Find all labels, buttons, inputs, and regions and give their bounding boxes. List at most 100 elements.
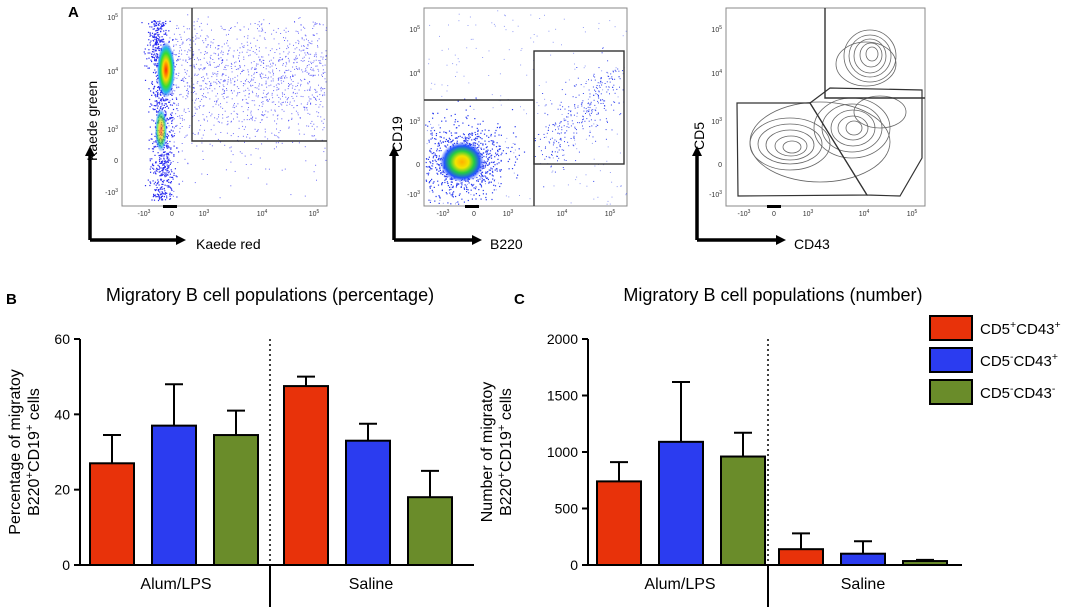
flow-dot — [206, 52, 208, 54]
flow-dot — [299, 133, 301, 135]
flow-dot — [551, 151, 553, 153]
flow-dot — [211, 90, 213, 92]
flow-dot — [307, 52, 309, 54]
flow-dot — [504, 15, 506, 17]
flow-dot — [595, 140, 597, 142]
flow-dot — [293, 62, 295, 64]
flow-dot — [306, 66, 308, 68]
flow-dot — [315, 89, 317, 91]
flow-dot — [167, 153, 169, 155]
flow-dot — [166, 136, 168, 138]
flow-dot — [310, 98, 312, 100]
flow-dot — [471, 126, 473, 128]
flow-dot — [226, 89, 228, 91]
flow-dot — [438, 195, 440, 197]
flow-dot — [450, 184, 452, 186]
flow-dot — [268, 168, 270, 170]
flow-dot — [582, 116, 584, 118]
flow-dot — [489, 169, 491, 171]
flow-dot — [255, 45, 257, 47]
flow-dot — [165, 145, 168, 147]
flow-dot — [618, 102, 620, 104]
flow-dot — [309, 98, 311, 100]
flow-dot — [267, 111, 269, 113]
flow-dot — [168, 158, 170, 160]
flow-dot — [602, 102, 604, 104]
flow-dot — [165, 169, 167, 171]
flow-dot — [172, 161, 174, 162]
flow-dot — [543, 186, 545, 188]
flow-dot — [446, 90, 448, 92]
flow-dot — [602, 47, 604, 49]
flow-dot — [304, 34, 306, 36]
flow-dot — [171, 135, 173, 137]
flow-dot — [611, 196, 613, 198]
flow-dot — [221, 61, 223, 63]
flow-dot — [478, 136, 480, 138]
flow-dot — [183, 110, 185, 112]
flow-dot — [320, 116, 322, 118]
flow-dot — [284, 77, 286, 79]
flow-dot — [154, 189, 156, 191]
flow-dot — [305, 69, 307, 71]
flow-dot — [288, 69, 290, 71]
flow-dot — [279, 70, 281, 72]
flow-dot — [280, 80, 282, 82]
flow-dot — [278, 132, 280, 134]
flow-dot — [588, 79, 589, 81]
flow-dot — [594, 165, 596, 167]
panel-label-a: A — [68, 4, 79, 21]
flow-dot — [166, 105, 168, 107]
flow-dot — [251, 117, 253, 119]
flow-dot — [164, 111, 167, 113]
flow-dot — [542, 154, 543, 156]
flow-dot — [179, 47, 181, 49]
flow-dot — [265, 82, 267, 84]
flow-dot — [175, 54, 177, 56]
flow-dot — [550, 165, 552, 167]
flow-dot — [598, 95, 599, 96]
flow-dot — [602, 99, 604, 101]
flow-dot — [312, 28, 314, 29]
flow-dot — [152, 45, 154, 47]
flow-dot — [474, 188, 477, 190]
flow-dot — [538, 85, 540, 86]
flow-dot — [430, 199, 432, 201]
flow-dot — [511, 168, 514, 170]
flow-dot — [308, 64, 310, 66]
y-tick-label: 1500 — [547, 388, 578, 404]
flow-dot — [198, 49, 200, 51]
flow-dot — [154, 181, 156, 183]
flow-dot — [581, 102, 583, 103]
flow-dot — [492, 171, 494, 173]
flow-dot — [259, 157, 261, 159]
flow-dot — [186, 89, 188, 91]
flow-dot — [308, 42, 310, 44]
flow-dot — [591, 125, 593, 127]
ytick-10-4: 104 — [711, 69, 722, 78]
flow-dot — [237, 93, 239, 95]
flow-dot — [269, 72, 271, 74]
flow-dot — [231, 71, 233, 73]
flow-dot — [153, 172, 155, 174]
flow-dot — [294, 68, 296, 70]
flow-dot — [482, 144, 484, 146]
flow-dot — [594, 109, 596, 111]
flow-dot — [260, 30, 262, 32]
flow-dot — [596, 113, 598, 115]
flow-dot — [237, 79, 238, 81]
flow-dot — [172, 120, 174, 121]
flow-dot — [298, 129, 300, 131]
flow-dot — [314, 135, 315, 137]
flow-dot — [322, 76, 323, 77]
flow-dot — [156, 82, 159, 84]
flow-dot — [292, 85, 294, 87]
flow-dot — [225, 64, 227, 66]
flow-dot — [288, 59, 290, 61]
flow-dot — [603, 108, 605, 109]
flow-dot — [486, 151, 488, 153]
flow-dot — [187, 82, 189, 84]
flow-dot — [166, 170, 168, 172]
flow-dot — [181, 117, 183, 119]
flow-dot — [431, 189, 433, 191]
